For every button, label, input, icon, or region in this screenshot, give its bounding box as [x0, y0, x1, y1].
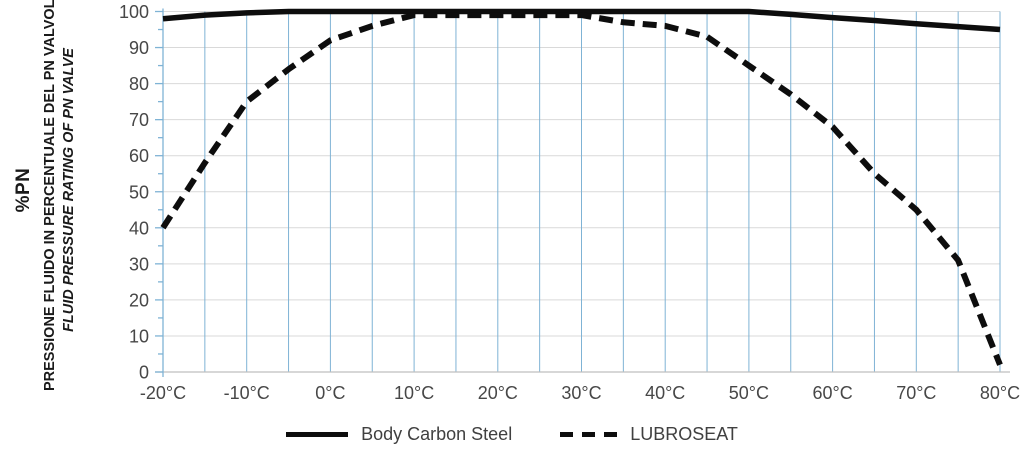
x-tick-label: 70°C [896, 383, 936, 403]
x-tick-label: 50°C [729, 383, 769, 403]
y-tick-label: 30 [129, 254, 149, 274]
x-tick-label: 80°C [980, 383, 1020, 403]
y-tick-label: 20 [129, 290, 149, 310]
legend-spacer [525, 434, 547, 435]
y-tick-label: 60 [129, 146, 149, 166]
y-tick-label: 80 [129, 74, 149, 94]
x-tick-label: 20°C [478, 383, 518, 403]
x-tick-label: 10°C [394, 383, 434, 403]
legend-label-body-carbon-steel: Body Carbon Steel [361, 424, 513, 444]
y-tick-label: 100 [119, 2, 149, 22]
x-tick-label: -20°C [140, 383, 186, 403]
x-tick-label: 0°C [315, 383, 345, 403]
legend-solid-line-sample [286, 432, 349, 437]
y-tick-label: 0 [139, 363, 149, 383]
legend: Body Carbon Steel LUBROSEAT [0, 424, 1024, 445]
y-tick-label: 40 [129, 218, 149, 238]
y-tick-label: 90 [129, 38, 149, 58]
legend-label-lubroseat: LUBROSEAT [630, 424, 738, 444]
x-tick-label: 40°C [645, 383, 685, 403]
series-line-body-carbon-steel [162, 8, 1001, 33]
y-tick-label: 10 [129, 326, 149, 346]
x-tick-label: 60°C [812, 383, 852, 403]
y-tick-label: 70 [129, 110, 149, 130]
x-tick-label: -10°C [224, 383, 270, 403]
y-tick-label: 50 [129, 182, 149, 202]
series-line-lubroseat [160, 12, 1003, 366]
x-tick-label: 30°C [561, 383, 601, 403]
plot-area: 0 10 20 30 40 50 60 70 80 90 100 -20°C -10°C 0°C 10°C 2… [119, 2, 1020, 403]
legend-dashed-line-sample [560, 432, 618, 437]
